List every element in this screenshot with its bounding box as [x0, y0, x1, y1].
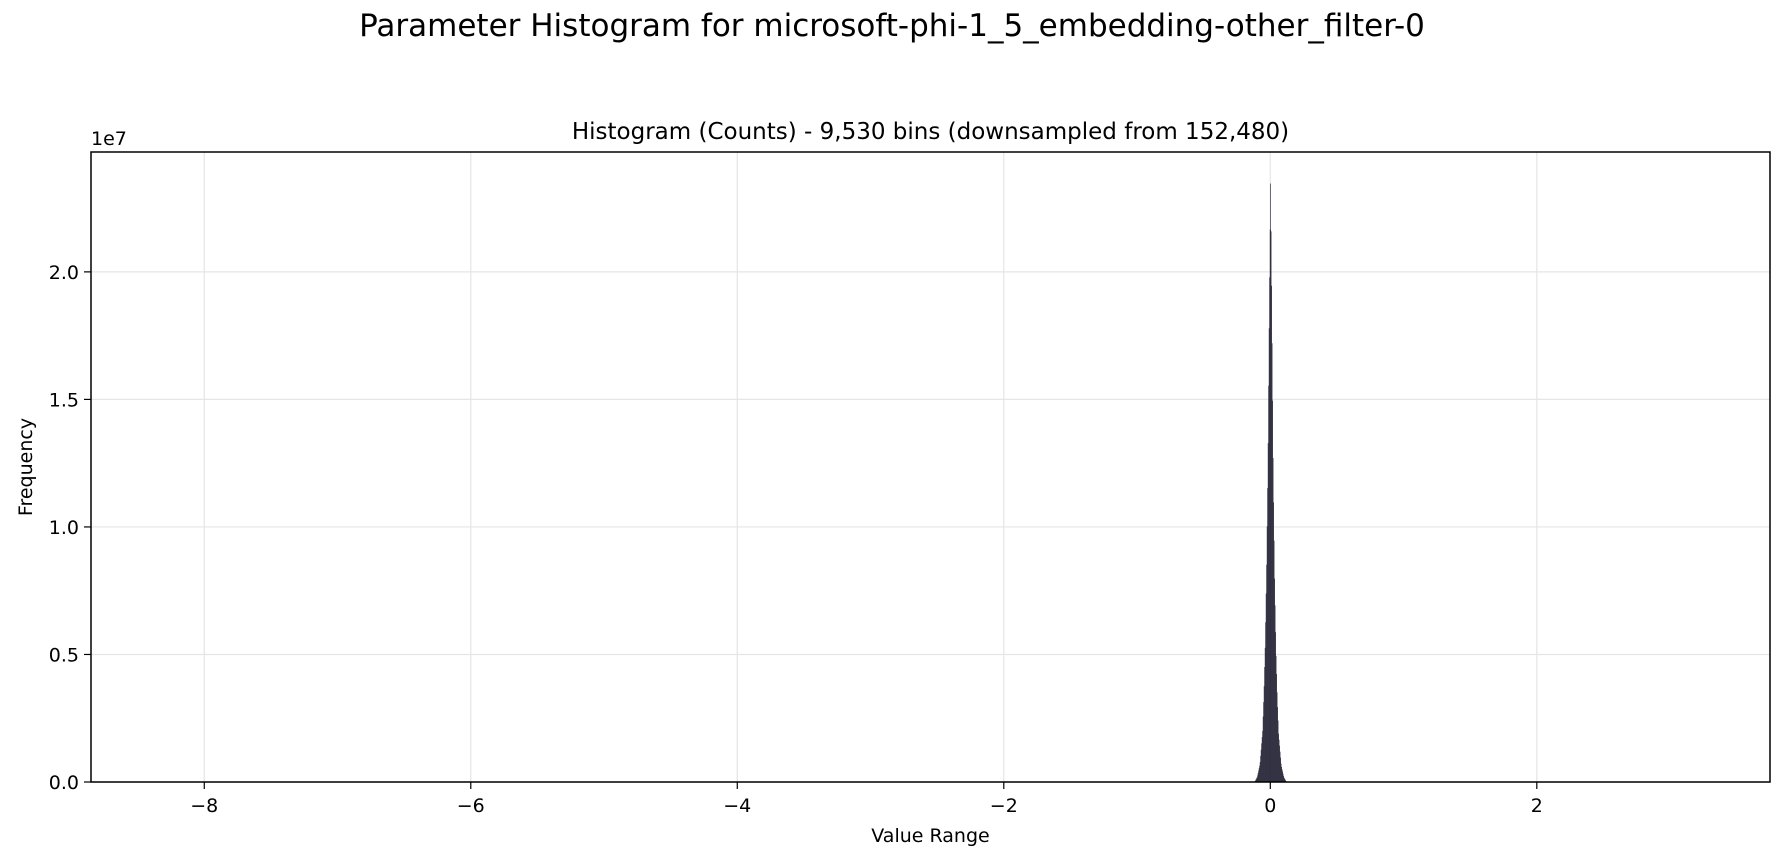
histogram-bar — [1279, 751, 1281, 782]
histogram-bar — [1266, 526, 1268, 782]
histogram-bar — [1266, 564, 1267, 782]
y-tick-label: 0.0 — [49, 772, 79, 794]
histogram-bar — [1265, 622, 1266, 782]
x-tick-label: −6 — [457, 795, 485, 817]
y-tick-label: 2.0 — [49, 262, 79, 284]
x-tick-label: −8 — [190, 795, 218, 817]
histogram-bar — [1274, 578, 1275, 782]
histogram-bar — [1277, 720, 1279, 782]
histogram-bar — [1276, 674, 1277, 782]
histogram-bar — [1265, 593, 1267, 782]
histogram-bar — [1271, 285, 1272, 782]
histogram-bar — [1262, 716, 1264, 782]
histogram-bar — [1284, 779, 1286, 782]
y-axis-offset-label: 1e7 — [91, 128, 127, 150]
histogram-bar — [1284, 778, 1285, 782]
histogram-bar — [1276, 692, 1278, 782]
histogram-bar — [1282, 773, 1284, 782]
histogram-bar — [1261, 743, 1262, 782]
y-axis-label: Frequency — [15, 418, 37, 516]
histogram-bar — [1275, 655, 1277, 782]
x-tick-label: −4 — [723, 795, 751, 817]
histogram-bar — [1260, 749, 1262, 782]
histogram-bar — [1280, 763, 1282, 782]
y-tick-label: 1.5 — [49, 389, 79, 411]
histogram-bar — [1272, 400, 1273, 782]
histogram-bar — [1258, 768, 1260, 782]
histogram-bar — [1283, 775, 1284, 782]
histogram-bar — [1258, 770, 1259, 782]
histogram-bar — [1268, 385, 1269, 782]
histogram-bar — [1282, 771, 1283, 782]
histogram-bar — [1264, 647, 1266, 782]
histogram-bar — [1259, 762, 1261, 782]
histogram-bar — [1273, 540, 1275, 782]
histogram-bar — [1263, 686, 1265, 782]
histogram-bar — [1259, 765, 1260, 782]
histogram-bar — [1267, 488, 1268, 782]
histogram-bar — [1263, 702, 1264, 782]
histogram-bar — [1262, 730, 1263, 782]
histogram-bar — [1274, 605, 1276, 782]
plot-frame — [90, 151, 1771, 783]
histogram-bar — [1272, 458, 1274, 782]
x-axis-label: Value Range — [871, 825, 989, 847]
histogram-bar — [1255, 779, 1257, 782]
x-tick-label: 2 — [1531, 795, 1543, 817]
histogram-bars — [1254, 183, 1287, 783]
x-tick-label: −2 — [990, 795, 1018, 817]
histogram-bar — [1273, 502, 1274, 782]
histogram-bar — [1264, 666, 1265, 782]
histogram-bar — [1269, 229, 1271, 782]
histogram-bar — [1283, 777, 1285, 782]
histogram-bar — [1270, 183, 1271, 782]
histogram-bar — [1278, 739, 1280, 782]
x-tick-label: 0 — [1264, 795, 1276, 817]
histogram-bar — [1277, 707, 1278, 782]
histogram-bar — [1256, 777, 1258, 782]
histogram-bar — [1281, 769, 1283, 782]
histogram-bar — [1267, 443, 1269, 782]
histogram-bar — [1261, 737, 1263, 782]
histogram-bar — [1271, 343, 1273, 782]
histogram-bar — [1280, 757, 1281, 782]
y-tick-label: 0.5 — [49, 644, 79, 666]
histogram-bar — [1255, 780, 1256, 782]
grid-lines — [91, 152, 1770, 783]
histogram-bar — [1279, 745, 1280, 782]
histogram-bar — [1270, 231, 1272, 783]
y-tick-label: 1.0 — [49, 517, 79, 539]
histogram-bar — [1260, 755, 1261, 782]
histogram-bar — [1275, 632, 1276, 782]
figure-title: Parameter Histogram for microsoft-phi-1_… — [359, 8, 1425, 44]
histogram-bar — [1257, 775, 1258, 782]
histogram-bar — [1268, 328, 1270, 782]
histogram-bar — [1269, 277, 1270, 782]
histogram-bar — [1285, 780, 1286, 782]
histogram-bar — [1257, 772, 1259, 782]
histogram-bar — [1281, 766, 1282, 782]
axis-ticks: −8 −6 −4 −2 0 2 0.0 0.5 1.0 1.5 2.0 — [49, 262, 1543, 817]
histogram-bar — [1256, 778, 1257, 782]
histogram-bar — [1278, 733, 1279, 782]
chart-title: Histogram (Counts) - 9,530 bins (downsam… — [572, 119, 1289, 145]
